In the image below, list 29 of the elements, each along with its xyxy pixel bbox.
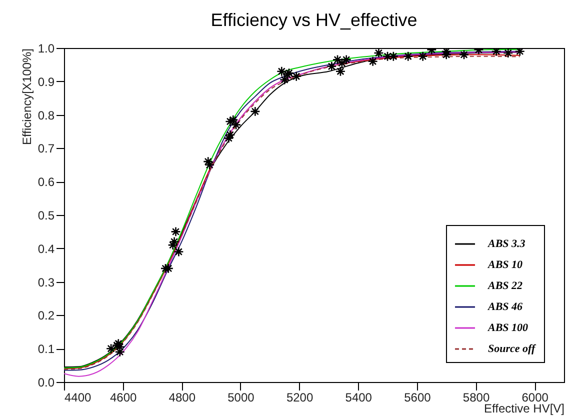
x-tick-label: 5400: [345, 390, 372, 404]
y-tick-label: 0.8: [38, 108, 55, 122]
y-tick-label: 0.7: [38, 142, 55, 156]
y-tick-label: 1.0: [38, 42, 55, 56]
chart-title: Efficiency vs HV_effective: [210, 10, 418, 30]
y-tick-label: 0.6: [38, 175, 55, 190]
y-tick-label: 0.0: [38, 376, 55, 390]
x-tick-label: 6000: [522, 390, 549, 404]
y-tick-label: 0.4: [38, 242, 55, 256]
legend-label: ABS 10: [487, 259, 524, 271]
x-tick-label: 5000: [228, 390, 255, 404]
x-tick-label: 5600: [404, 390, 432, 404]
legend-label: Source off: [488, 343, 536, 355]
x-tick-label: 4600: [110, 390, 137, 404]
y-tick-label: 0.1: [38, 342, 55, 356]
x-tick-label: 4800: [168, 390, 196, 404]
x-tick-label: 5800: [462, 390, 490, 404]
x-axis-title: Effective HV[V]: [484, 402, 564, 416]
y-axis-title: Efficiency[X100%]: [20, 48, 34, 145]
legend-label: ABS 3.3: [487, 238, 526, 250]
y-tick-label: 0.5: [38, 208, 55, 222]
legend-label: ABS 22: [487, 280, 524, 292]
y-tick-label: 0.2: [38, 308, 55, 323]
x-tick-label: 5200: [286, 390, 314, 404]
legend-label: ABS 46: [487, 301, 524, 313]
y-tick-label: 0.9: [38, 74, 55, 89]
legend-label: ABS 100: [487, 322, 529, 334]
y-tick-label: 0.3: [38, 275, 55, 290]
x-tick-label: 4400: [64, 390, 92, 404]
